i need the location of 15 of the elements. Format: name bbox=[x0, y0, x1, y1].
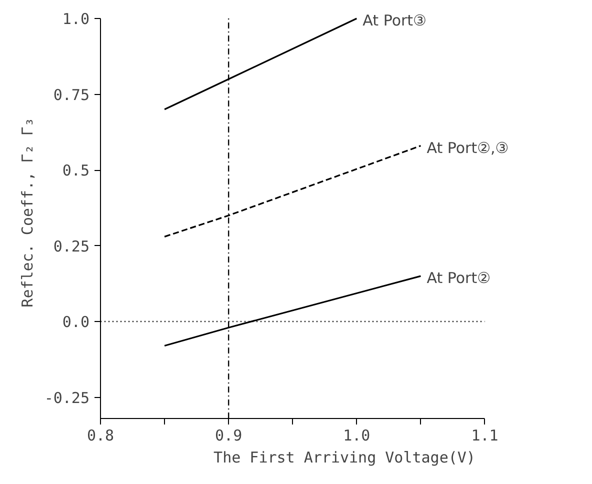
x-tick-label: 0.9 bbox=[215, 426, 242, 444]
series-label: At Port②,③ bbox=[426, 138, 509, 157]
x-tick-label: 0.8 bbox=[86, 426, 114, 444]
series-label: At Port② bbox=[426, 269, 491, 288]
y-tick-label: 0.25 bbox=[53, 237, 90, 256]
y-tick-label: 0.0 bbox=[62, 313, 90, 332]
y-tick-label: -0.25 bbox=[44, 388, 90, 407]
y-tick-label: 0.75 bbox=[53, 86, 90, 104]
series-label: At Port③ bbox=[362, 12, 427, 30]
x-axis-title: The First Arriving Voltage(V) bbox=[214, 448, 476, 466]
y-tick-label: 0.5 bbox=[62, 162, 90, 180]
x-tick-label: 1.1 bbox=[471, 426, 498, 444]
x-tick-label: 1.0 bbox=[343, 426, 370, 444]
y-tick-label: 1.0 bbox=[62, 10, 90, 28]
y-axis-title: Reflec. Coeff., Γ₂ Γ₃ bbox=[18, 118, 36, 308]
